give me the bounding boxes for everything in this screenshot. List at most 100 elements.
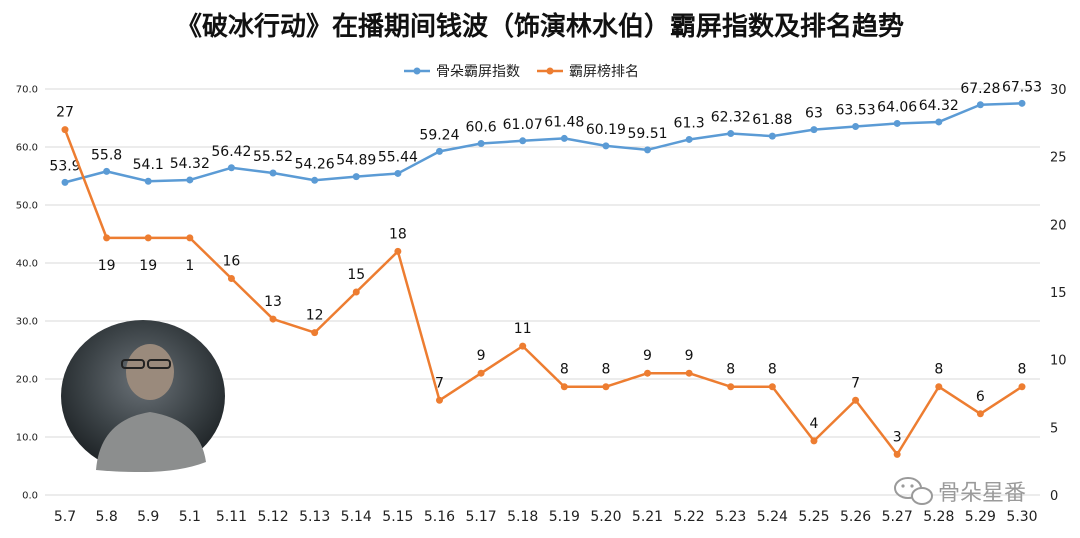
y-right-tick-label: 5 [1050,421,1058,436]
data-label-index: 62.32 [711,110,751,126]
data-point-rank [477,369,485,377]
x-tick-label: 5.20 [590,509,621,525]
x-tick-label: 5.15 [382,509,413,525]
legend-marker-index [413,67,421,75]
data-label-rank: 8 [934,362,943,378]
data-point-rank [269,315,277,323]
data-point-index [227,164,235,172]
data-point-index [727,130,735,138]
data-point-rank [976,410,984,418]
x-tick-label: 5.13 [299,509,330,525]
data-point-index [394,169,402,177]
data-label-rank: 9 [477,348,486,364]
data-label-rank: 11 [514,321,532,337]
x-tick-label: 5.18 [507,509,538,525]
data-point-index [810,126,818,134]
legend-item-index: 骨朵霸屏指数 [404,64,520,80]
y-axis-right: 0 5 10 15 20 25 30 [1050,83,1067,504]
data-point-rank [61,126,69,134]
data-point-rank [935,383,943,391]
x-tick-label: 5.29 [965,509,996,525]
data-label-rank: 19 [98,258,116,274]
y-left-tick-label: 60.0 [16,143,38,154]
data-point-index [144,177,152,185]
data-label-index: 55.44 [378,149,418,165]
data-point-rank [644,369,652,377]
data-label-rank: 16 [223,253,241,269]
y-left-tick-label: 0.0 [22,491,38,502]
data-label-index: 54.26 [295,156,335,172]
data-point-index [560,134,568,142]
data-point-rank [186,234,194,242]
data-label-index: 54.1 [133,157,164,173]
y-left-tick-label: 40.0 [16,259,38,270]
data-label-rank: 8 [726,362,735,378]
y-right-tick-label: 15 [1050,286,1067,301]
data-point-rank [103,234,111,242]
data-point-rank [852,396,860,404]
watermark: 骨朵星番 [894,477,1026,506]
data-label-index: 59.51 [627,126,667,142]
data-point-index [269,169,277,177]
data-label-rank: 3 [893,429,902,445]
data-point-rank [560,383,568,391]
data-label-index: 64.06 [877,99,917,115]
data-label-index: 55.8 [91,147,122,163]
data-label-index: 54.89 [336,153,376,169]
data-label-index: 63 [805,106,823,122]
data-point-rank [311,329,319,337]
series-line-rank [63,129,1023,456]
data-point-rank [893,450,901,458]
x-tick-label: 5.23 [715,509,746,525]
data-point-index [602,142,610,150]
data-label-rank: 7 [851,375,860,391]
x-tick-label: 5.1 [179,509,201,525]
y-right-tick-label: 20 [1050,218,1067,233]
y-right-tick-label: 25 [1050,151,1067,166]
data-point-index [852,123,860,131]
x-tick-label: 5.22 [674,509,705,525]
data-point-rank [768,383,776,391]
data-label-rank: 7 [435,375,444,391]
x-tick-label: 5.8 [95,509,117,525]
x-tick-label: 5.27 [882,509,913,525]
data-point-rank [519,342,527,350]
data-point-index [976,101,984,109]
data-point-rank [435,396,443,404]
data-point-index [768,132,776,140]
wechat-icon [894,477,933,505]
y-left-tick-label: 70.0 [16,85,38,96]
actor-photo [61,320,225,472]
data-label-rank: 12 [306,308,324,324]
data-point-index [352,173,360,181]
data-label-rank: 9 [685,348,694,364]
x-tick-label: 5.12 [257,509,288,525]
x-tick-label: 5.26 [840,509,871,525]
y-axis-left: 0.0 10.0 20.0 30.0 40.0 50.0 60.0 70.0 [16,85,38,502]
legend-label-rank: 霸屏榜排名 [569,63,639,80]
data-label-rank: 27 [56,105,74,121]
data-label-rank: 19 [139,258,157,274]
data-point-index [435,147,443,155]
data-label-rank: 18 [389,226,407,242]
data-point-rank [810,437,818,445]
data-label-index: 60.6 [466,120,497,136]
data-point-index [685,135,693,143]
legend-item-rank: 霸屏榜排名 [537,63,639,80]
x-tick-label: 5.30 [1006,509,1037,525]
data-point-index [61,178,69,186]
data-label-rank: 15 [347,267,365,283]
y-right-tick-label: 10 [1050,354,1067,369]
series-line-index [64,102,1023,184]
data-label-rank: 8 [1018,362,1027,378]
data-point-rank [727,383,735,391]
data-label-rank: 8 [560,362,569,378]
data-label-index: 54.32 [170,156,210,172]
series-rank: 27 19 19 1 16 13 12 15 18 7 9 11 8 8 9 9 8 8 4 7 3 8 6 8 [56,105,1026,458]
data-label-index: 61.88 [752,112,792,128]
data-label-index: 63.53 [836,103,876,119]
chart-title: 《破冰行动》在播期间钱波（饰演林水伯）霸屏指数及排名趋势 [176,11,904,42]
data-point-index [1018,99,1026,107]
